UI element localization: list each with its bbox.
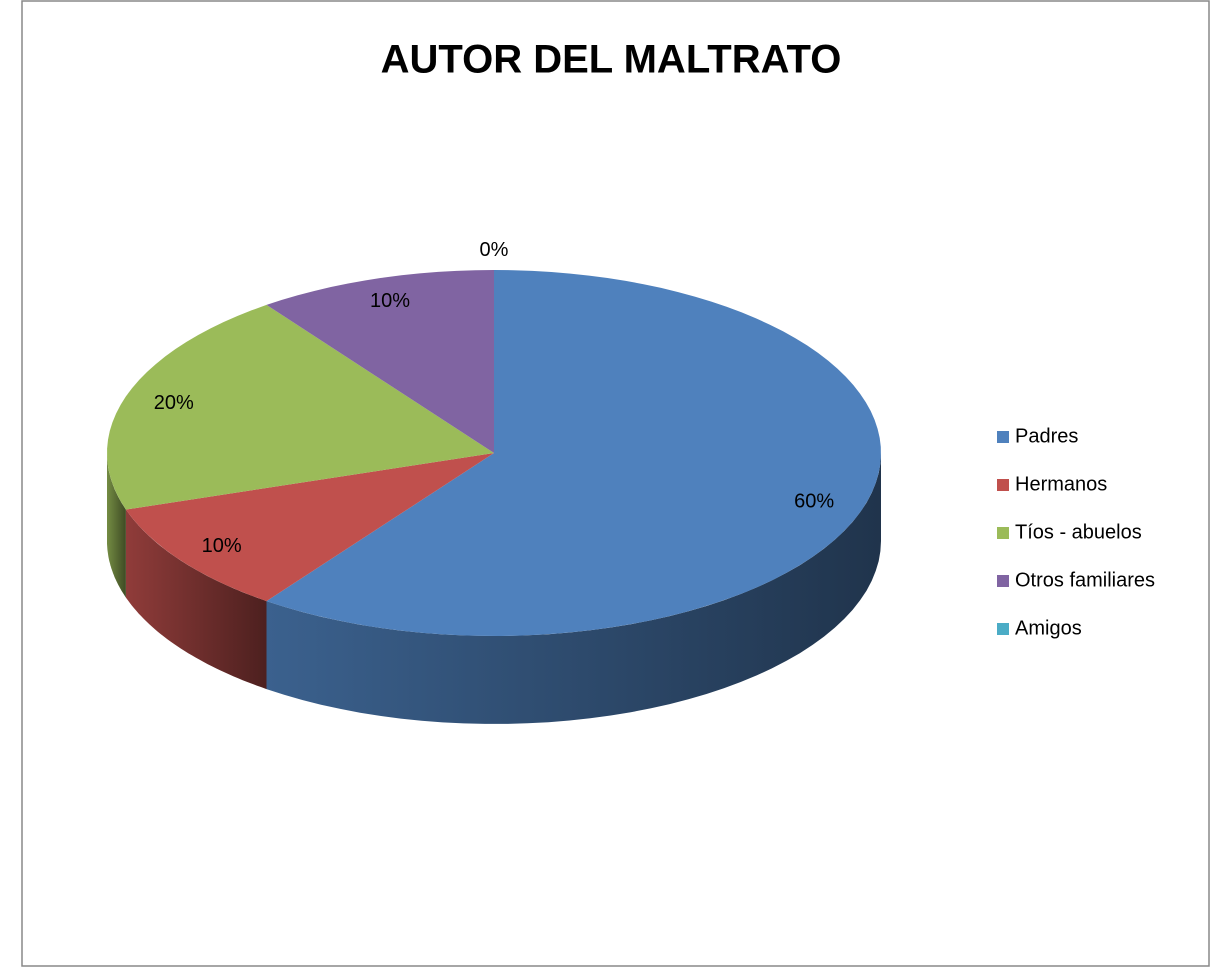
legend-swatch — [997, 431, 1009, 443]
slice — [107, 304, 494, 510]
data-label: 10% — [370, 290, 410, 312]
legend-label: Otros familiares — [1015, 569, 1155, 591]
legend-swatch — [997, 623, 1009, 635]
legend-swatch — [997, 479, 1009, 491]
legend-label: Amigos — [1015, 617, 1082, 639]
legend-swatch — [997, 527, 1009, 539]
legend-swatch — [997, 575, 1009, 587]
data-label: 10% — [202, 535, 242, 557]
slice — [266, 270, 881, 636]
legend-label: Padres — [1015, 425, 1078, 447]
legend-label: Tíos - abuelos — [1015, 521, 1142, 543]
slice-side — [125, 509, 267, 690]
slice — [125, 453, 495, 602]
slice-side — [266, 453, 881, 724]
data-label: 20% — [154, 392, 194, 414]
slice-side — [107, 453, 126, 598]
legend-label: Hermanos — [1015, 473, 1107, 495]
data-label: 60% — [794, 490, 834, 512]
data-label: 0% — [480, 239, 509, 261]
slice — [266, 270, 494, 453]
chart-title: AUTOR DEL MALTRATO — [381, 38, 842, 82]
